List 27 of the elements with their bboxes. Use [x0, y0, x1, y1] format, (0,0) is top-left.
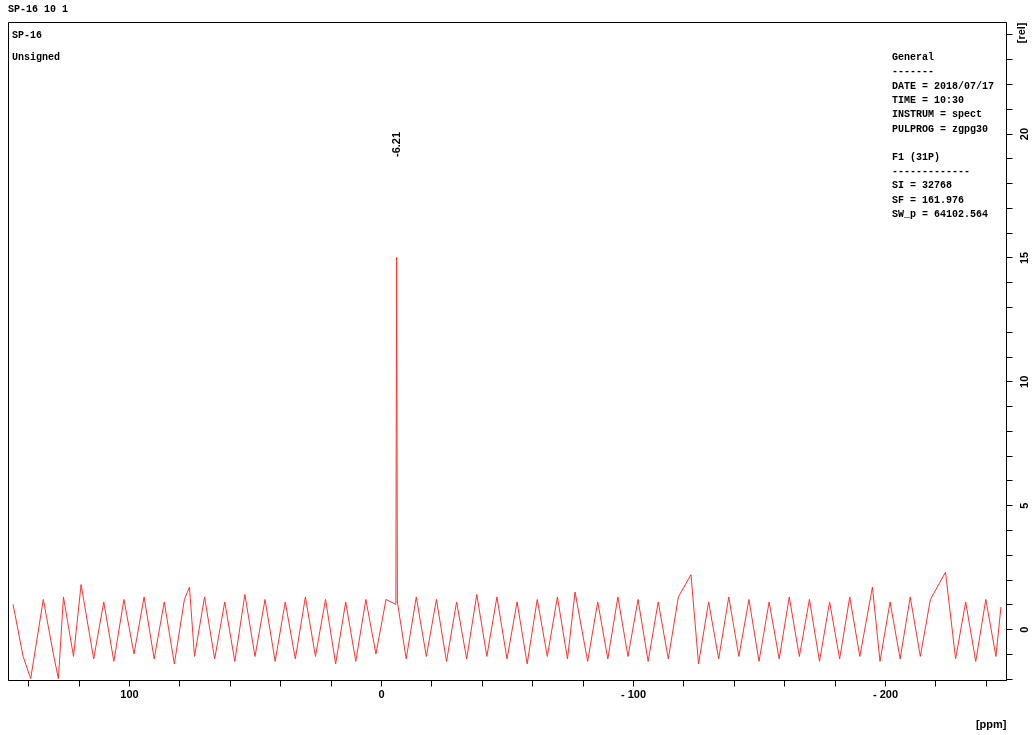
x-tick-label: 0 — [378, 687, 385, 700]
annotation: SW_p = 64102.564 — [892, 209, 989, 220]
y-tick-label: 15 — [1017, 251, 1030, 265]
annotation: SP-16 — [12, 30, 43, 41]
y-tick-label: 0 — [1017, 626, 1030, 633]
annotation: ------------- — [892, 166, 971, 178]
x-tick-label: - 100 — [620, 687, 647, 700]
annotation: SI = 32768 — [892, 180, 953, 192]
x-axis-title: [ppm] — [975, 717, 1007, 730]
y-axis-title: [rel] — [1014, 22, 1027, 44]
annotation: DATE = 2018/07/17 — [892, 80, 995, 92]
annotation: -6.21 — [390, 131, 402, 157]
annotation: PULPROG = zgpg30 — [892, 123, 989, 135]
y-tick-label: 20 — [1017, 127, 1030, 141]
chart-title: SP-16 10 1 — [8, 4, 69, 15]
annotation: General — [892, 52, 935, 63]
annotation: ------- — [892, 66, 935, 78]
annotation: SF = 161.976 — [892, 194, 965, 206]
line-series — [12, 256, 1002, 680]
annotation: INSTRUM = spect — [892, 109, 983, 121]
x-tick-label: 100 — [120, 687, 139, 700]
y-tick-label: 10 — [1017, 375, 1030, 388]
y-tick-label: 5 — [1017, 502, 1030, 509]
annotation: TIME = 10:30 — [892, 94, 965, 106]
x-tick-label: - 200 — [872, 687, 899, 700]
annotation: F1 (31P) — [892, 151, 941, 163]
annotation: Unsigned — [12, 52, 61, 63]
